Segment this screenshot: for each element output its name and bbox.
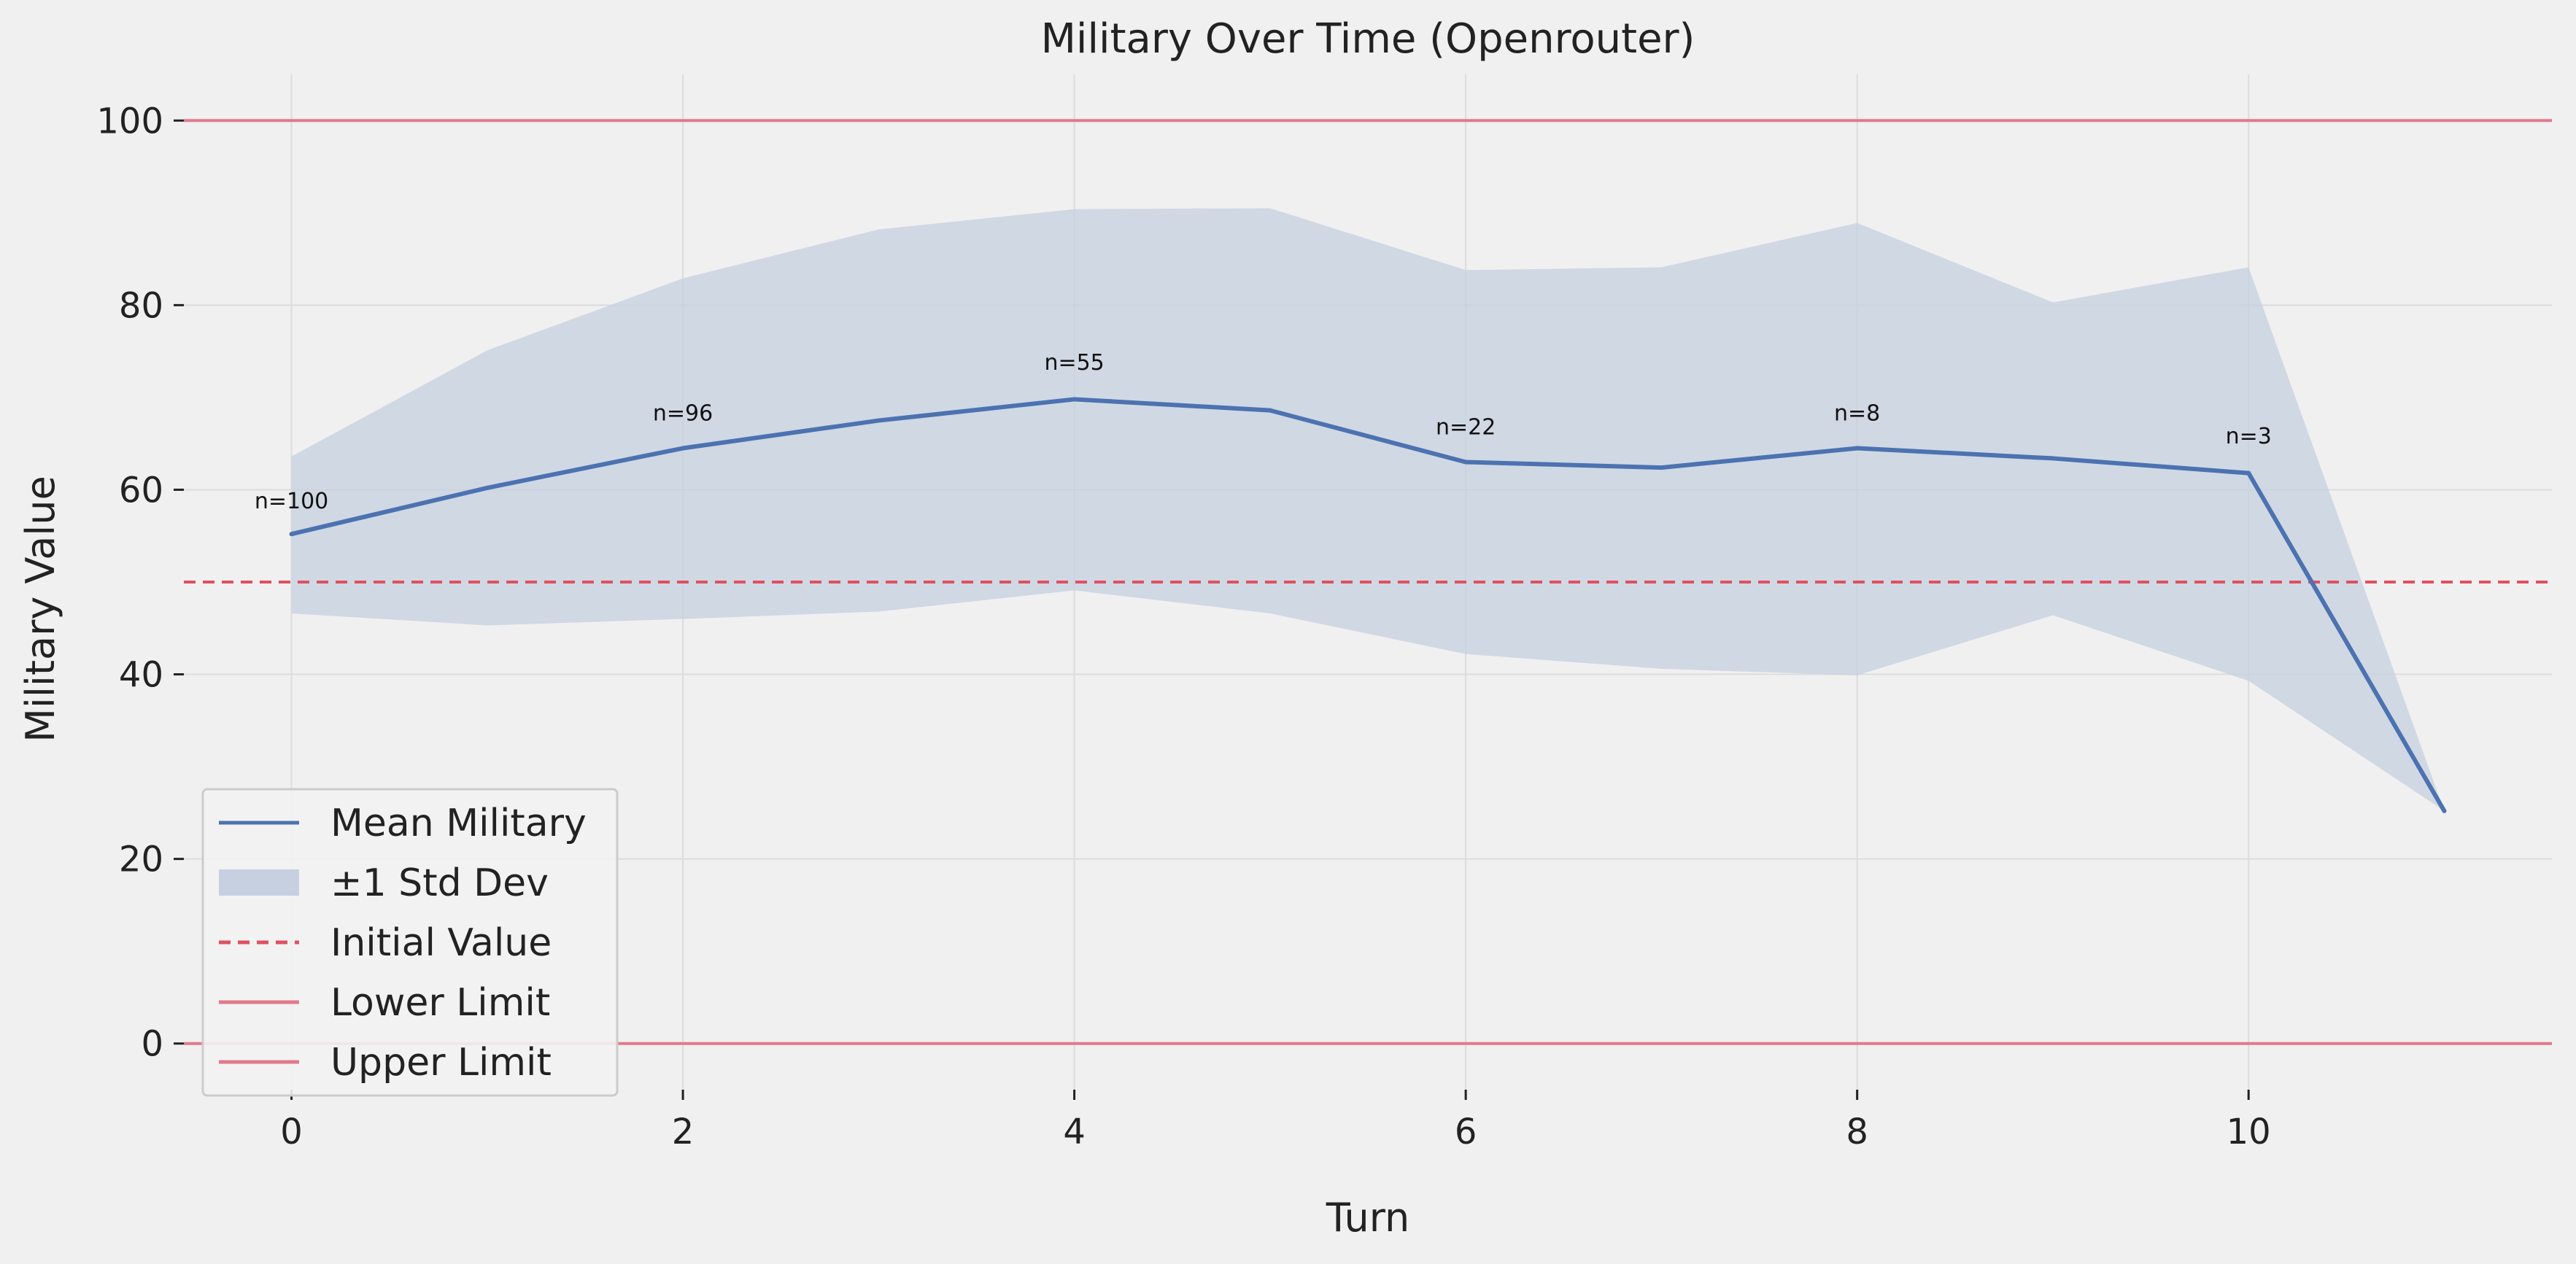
legend-upper-limit-label: Upper Limit — [330, 1041, 552, 1085]
sample-size-label: n=22 — [1436, 415, 1496, 441]
sample-size-label: n=100 — [255, 489, 328, 514]
y-tick-label: 20 — [119, 840, 163, 880]
mean-military-point — [484, 485, 490, 490]
x-tick-label: 8 — [1846, 1112, 1868, 1152]
mean-military-point — [876, 418, 881, 423]
y-axis-label: Military Value — [18, 476, 63, 742]
annotations-layer: n=100 n=96 n=55 n=22 n=8 n=3 — [255, 350, 2272, 514]
sample-size-label: n=3 — [2226, 424, 2272, 449]
std-dev-band — [291, 208, 2445, 811]
x-tick-label: 10 — [2227, 1112, 2271, 1152]
legend: Mean Military ±1 Std Dev Initial Value Lowe… — [201, 788, 619, 1097]
x-tick-label: 6 — [1455, 1112, 1477, 1152]
x-axis-ticks: 0 2 4 6 8 10 — [280, 1090, 2271, 1152]
std-dev-band-layer — [291, 208, 2445, 811]
legend-box — [201, 788, 619, 1097]
y-axis-ticks: 0 20 40 60 80 100 — [96, 101, 184, 1065]
mean-military-point — [2246, 470, 2251, 476]
sample-size-label: n=8 — [1834, 401, 1880, 427]
sample-size-label: n=55 — [1044, 350, 1104, 376]
y-tick-label: 80 — [119, 285, 163, 326]
legend-std-dev-swatch — [219, 869, 299, 896]
mean-military-point — [1072, 397, 1077, 402]
legend-std-dev-label: ±1 Std Dev — [330, 861, 549, 905]
legend-lower-limit-label: Lower Limit — [330, 981, 550, 1025]
mean-military-point — [1659, 465, 1664, 470]
y-tick-label: 40 — [119, 655, 163, 696]
y-tick-label: 100 — [96, 101, 163, 141]
sample-size-label: n=96 — [653, 401, 713, 427]
mean-military-line — [290, 397, 2447, 813]
mean-military-point — [2050, 456, 2055, 461]
mean-line-layer — [289, 397, 2447, 813]
y-tick-label: 60 — [119, 470, 163, 511]
mean-military-point — [289, 532, 294, 537]
y-tick-label: 0 — [141, 1024, 163, 1065]
legend-initial-value-label: Initial Value — [330, 921, 552, 965]
x-tick-label: 2 — [672, 1112, 695, 1152]
legend-mean-military-label: Mean Military — [330, 802, 587, 845]
x-tick-label: 4 — [1063, 1112, 1086, 1152]
mean-military-point — [681, 446, 686, 451]
x-axis-label: Turn — [1326, 1195, 1410, 1241]
x-tick-label: 0 — [280, 1112, 303, 1152]
mean-military-point — [1854, 446, 1860, 451]
chart-title: Military Over Time (Openrouter) — [1041, 15, 1695, 63]
mean-military-point — [1463, 460, 1469, 465]
mean-military-point — [1267, 408, 1272, 413]
mean-military-point — [2442, 808, 2447, 813]
